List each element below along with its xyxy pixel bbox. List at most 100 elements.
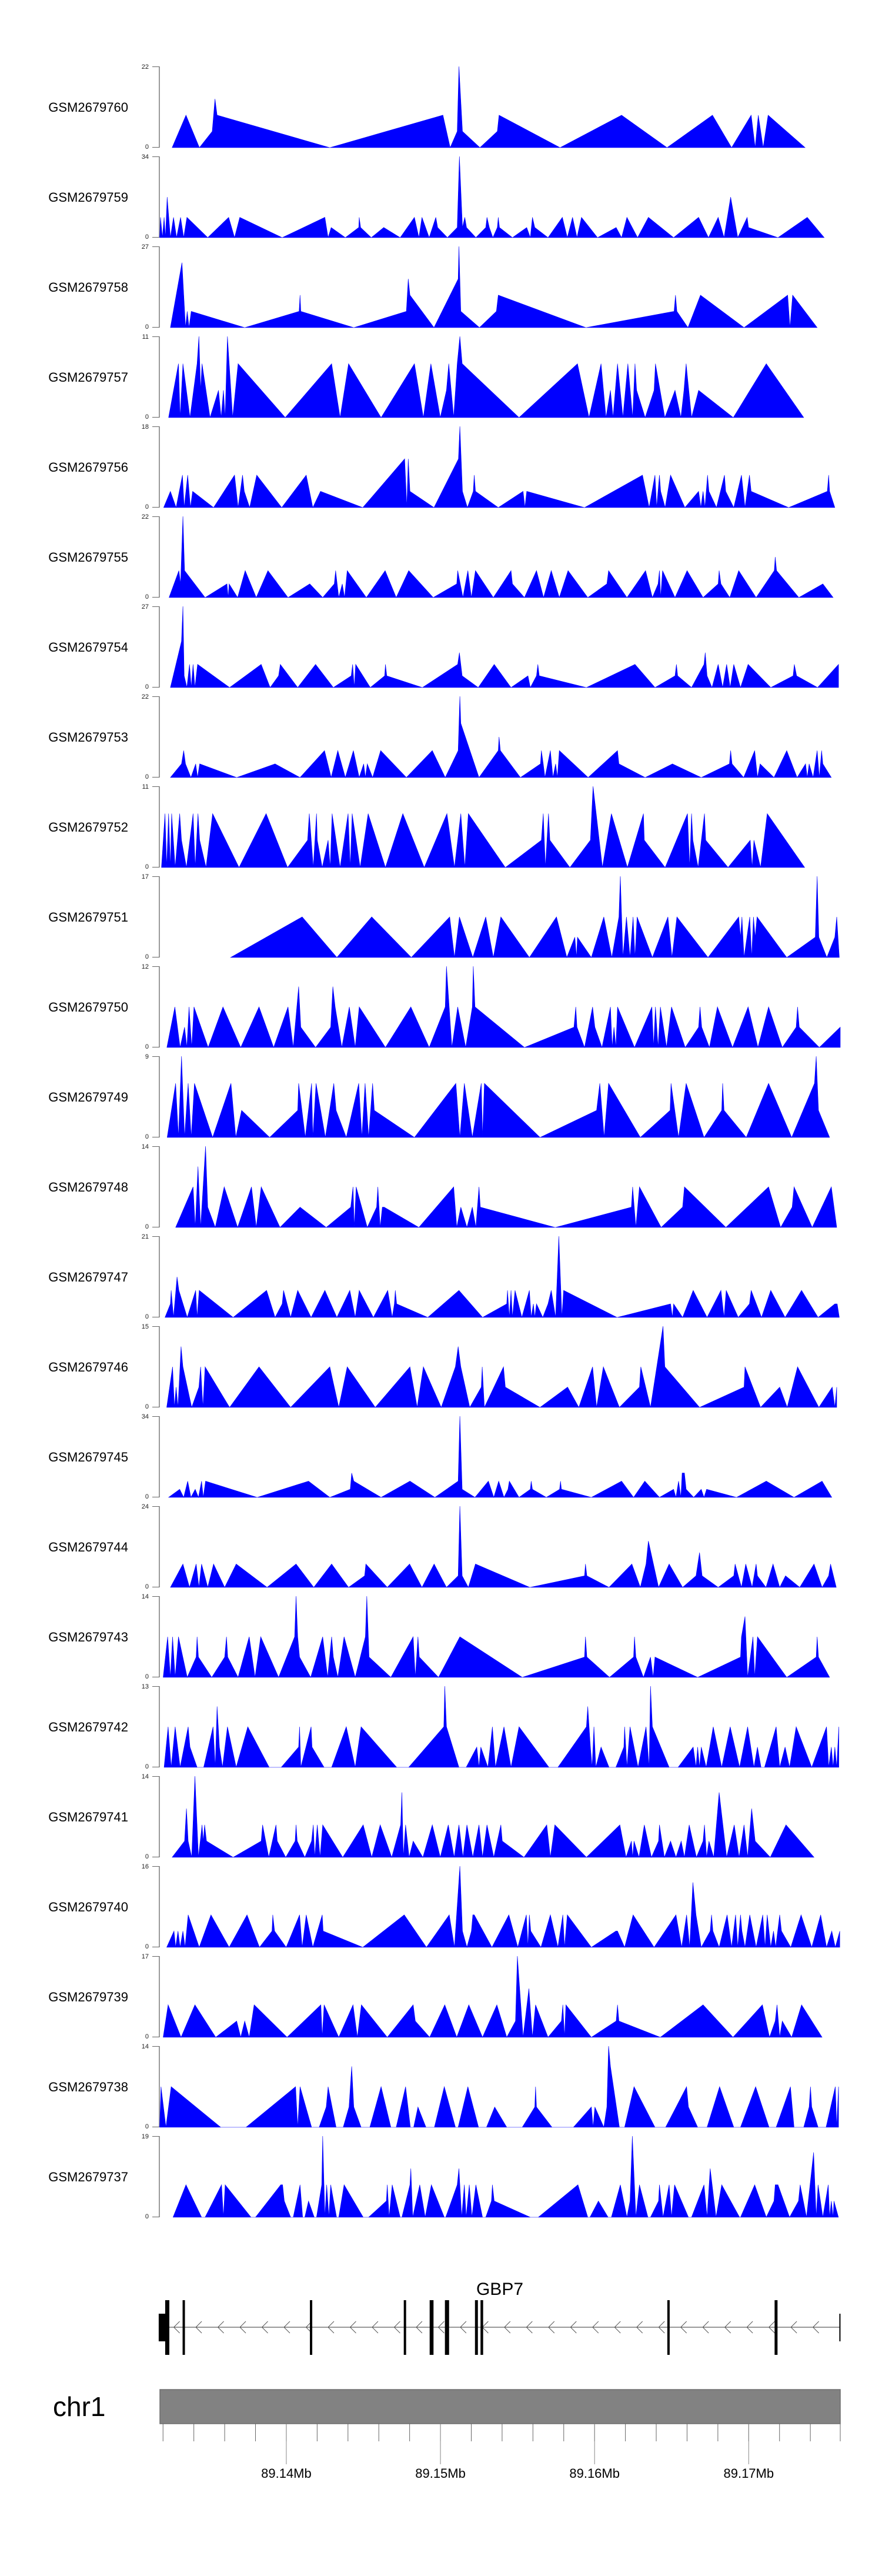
coverage-area <box>163 1686 839 1768</box>
track-GSM2679742: GSM2679742 13 0 <box>48 1683 839 1770</box>
strand-arrow-icon <box>592 2321 599 2334</box>
y-tick-label-max: 21 <box>142 1233 149 1240</box>
y-tick-label-max: 18 <box>142 423 149 431</box>
y-tick-label-min: 0 <box>145 1133 149 1140</box>
track-GSM2679753: GSM2679753 22 0 <box>48 693 832 780</box>
track-GSM2679752: GSM2679752 11 0 <box>48 783 806 870</box>
coverage-area <box>163 1596 830 1679</box>
chromosome-ideogram-bar <box>159 2389 841 2424</box>
y-tick-label-max: 12 <box>142 963 149 970</box>
coverage-area <box>170 696 832 779</box>
strand-arrow-icon <box>724 2321 731 2334</box>
exon-block <box>774 2300 778 2355</box>
track-GSM2679747: GSM2679747 21 0 <box>48 1233 840 1320</box>
y-tick-label-max: 34 <box>142 1413 149 1420</box>
strand-arrow-icon <box>702 2321 709 2334</box>
y-tick-label-max: 14 <box>142 1593 149 1600</box>
y-tick-label-max: 15 <box>142 1323 149 1330</box>
strand-arrow-icon <box>614 2321 621 2334</box>
y-tick-label-min: 0 <box>145 1313 149 1320</box>
y-tick-label-min: 0 <box>145 144 149 151</box>
track-label: GSM2679758 <box>48 280 128 295</box>
track-label: GSM2679751 <box>48 910 128 925</box>
track-label: GSM2679759 <box>48 190 128 205</box>
track-label: GSM2679737 <box>48 2170 128 2184</box>
axis-tick-label: 89.14Mb <box>261 2466 312 2481</box>
strand-arrow-icon <box>261 2321 268 2334</box>
y-tick-label-min: 0 <box>145 1403 149 1410</box>
coverage-area <box>229 876 840 958</box>
track-label: GSM2679748 <box>48 1180 128 1194</box>
y-tick-label-max: 9 <box>145 1053 149 1060</box>
track-GSM2679738: GSM2679738 14 0 <box>48 2043 839 2130</box>
track-GSM2679744: GSM2679744 24 0 <box>48 1503 837 1590</box>
exon-block <box>667 2300 670 2355</box>
track-GSM2679750: GSM2679750 12 0 <box>48 963 841 1050</box>
y-tick-label-min: 0 <box>145 1583 149 1590</box>
y-tick-label-max: 34 <box>142 154 149 161</box>
y-tick-label-min: 0 <box>145 1673 149 1680</box>
track-GSM2679745: GSM2679745 34 0 <box>48 1413 833 1500</box>
strand-arrow-icon <box>768 2321 775 2334</box>
strand-arrow-icon <box>548 2321 555 2334</box>
strand-arrow-icon <box>349 2321 356 2334</box>
y-tick-label-min: 0 <box>145 683 149 690</box>
coverage-area <box>166 1056 830 1139</box>
coverage-area <box>166 966 841 1049</box>
y-tick-label-min: 0 <box>145 2213 149 2220</box>
coverage-area <box>172 1776 815 1858</box>
utr-block <box>839 2314 841 2341</box>
track-label: GSM2679743 <box>48 1630 128 1644</box>
track-GSM2679751: GSM2679751 17 0 <box>48 873 840 960</box>
coverage-area <box>170 246 818 328</box>
chromosome-label: chr1 <box>53 2391 105 2422</box>
track-GSM2679749: GSM2679749 9 0 <box>48 1053 830 1140</box>
y-tick-label-max: 19 <box>142 2133 149 2140</box>
track-GSM2679754: GSM2679754 27 0 <box>48 603 839 690</box>
gene-region-track: GBP7 <box>158 2280 841 2355</box>
y-tick-label-max: 27 <box>142 603 149 610</box>
y-tick-label-max: 11 <box>142 333 149 341</box>
strand-arrow-icon <box>658 2321 665 2334</box>
y-tick-label-min: 0 <box>145 2033 149 2040</box>
track-GSM2679746: GSM2679746 15 0 <box>48 1323 837 1410</box>
y-tick-label-min: 0 <box>145 1763 149 1770</box>
y-tick-label-min: 0 <box>145 413 149 421</box>
gene-symbol-label: GBP7 <box>476 2280 523 2299</box>
y-tick-label-min: 0 <box>145 2123 149 2130</box>
strand-arrow-icon <box>460 2321 467 2334</box>
strand-arrow-icon <box>437 2321 445 2334</box>
axis-tick-label: 89.17Mb <box>723 2466 774 2481</box>
strand-arrow-icon <box>526 2321 533 2334</box>
strand-arrow-icon <box>239 2321 246 2334</box>
y-tick-label-max: 27 <box>142 243 149 251</box>
track-GSM2679748: GSM2679748 14 0 <box>48 1143 837 1230</box>
track-GSM2679743: GSM2679743 14 0 <box>48 1593 830 1680</box>
strand-arrow-icon <box>393 2321 400 2334</box>
track-label: GSM2679747 <box>48 1270 128 1284</box>
coverage-area <box>170 606 839 689</box>
track-GSM2679740: GSM2679740 16 0 <box>48 1863 840 1950</box>
coverage-area <box>159 2046 839 2128</box>
track-GSM2679755: GSM2679755 22 0 <box>48 513 834 600</box>
data-tracks: GSM2679760220GSM2679759340GSM2679758270G… <box>48 64 841 2220</box>
y-tick-label-min: 0 <box>145 323 149 331</box>
strand-arrow-icon <box>195 2321 202 2334</box>
track-label: GSM2679752 <box>48 820 128 835</box>
exon-block <box>480 2300 483 2355</box>
exon-block <box>182 2300 185 2355</box>
y-tick-label-min: 0 <box>145 1493 149 1500</box>
track-label: GSM2679740 <box>48 1900 128 1914</box>
strand-arrow-icon <box>746 2321 753 2334</box>
y-tick-label-max: 22 <box>142 693 149 700</box>
strand-arrow-icon <box>790 2321 797 2334</box>
y-tick-label-min: 0 <box>145 1943 149 1950</box>
y-tick-label-max: 14 <box>142 1143 149 1150</box>
strand-arrow-icon <box>173 2321 180 2334</box>
strand-arrow-icon <box>372 2321 379 2334</box>
track-GSM2679737: GSM2679737 19 0 <box>48 2133 839 2220</box>
y-tick-label-max: 13 <box>142 1683 149 1690</box>
track-label: GSM2679739 <box>48 1990 128 2004</box>
axis-tick-label: 89.15Mb <box>415 2466 466 2481</box>
